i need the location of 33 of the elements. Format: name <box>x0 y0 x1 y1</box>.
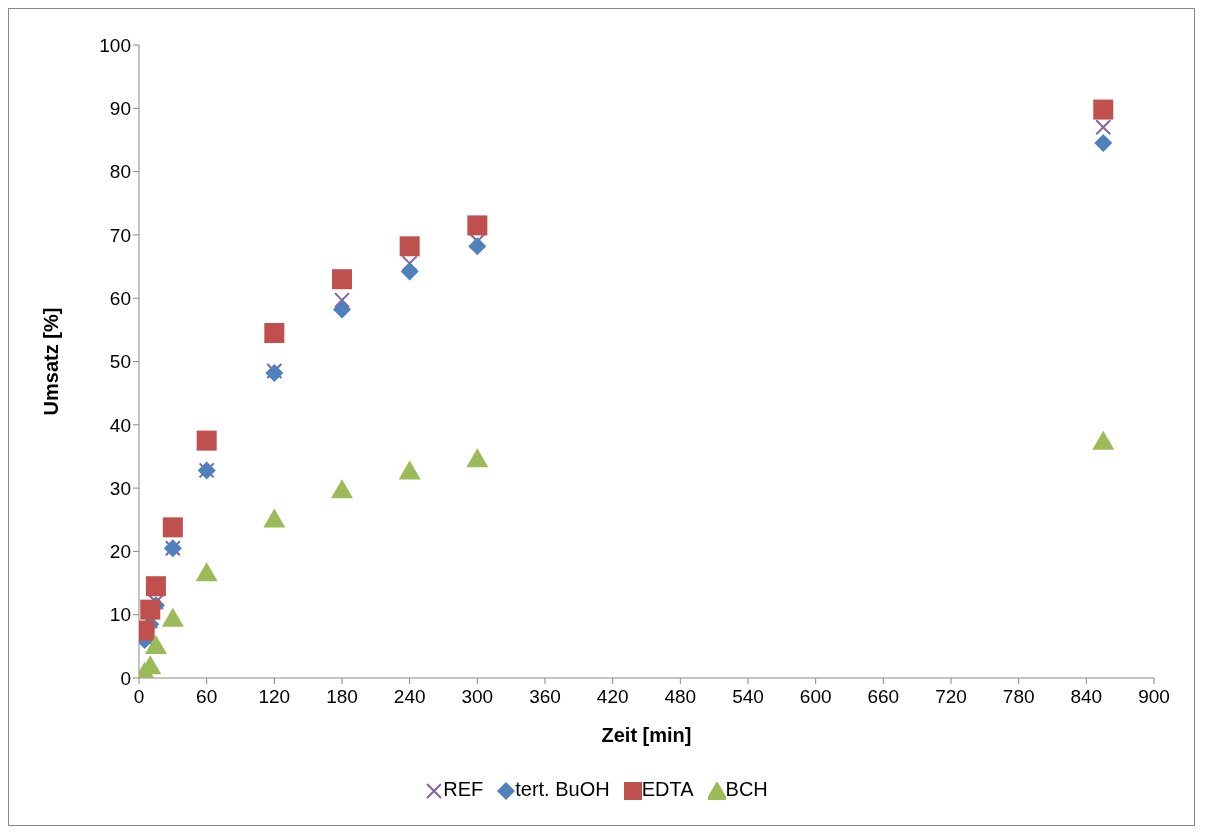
x-tick-label: 480 <box>664 686 697 708</box>
x-tick-label: 900 <box>1138 686 1170 708</box>
y-tick-label: 40 <box>109 414 131 436</box>
legend-label: BCH <box>724 778 768 801</box>
x-tick-label: 120 <box>258 686 291 708</box>
x-tick-label: 780 <box>1002 686 1035 708</box>
x-tick-label: 600 <box>799 686 832 708</box>
y-tick-label: 20 <box>109 541 131 563</box>
x-tick-label: 420 <box>596 686 629 708</box>
legend-label: EDTA <box>640 778 694 801</box>
x-tick-label: 300 <box>461 686 494 708</box>
y-tick-label: 10 <box>109 604 131 626</box>
x-tick-label: 360 <box>529 686 561 708</box>
y-tick-label: 60 <box>109 287 131 309</box>
x-tick-label: 660 <box>867 686 900 708</box>
y-tick-label: 90 <box>109 98 131 120</box>
y-axis-title: Umsatz [%] <box>40 307 63 416</box>
x-tick-label: 0 <box>133 686 145 708</box>
x-tick-label: 720 <box>935 686 967 708</box>
y-tick-label: 100 <box>99 34 131 56</box>
y-tick-label: 30 <box>109 477 131 499</box>
x-tick-label: 240 <box>393 686 426 708</box>
x-tick-label: 60 <box>196 686 218 708</box>
legend-label: tert. BuOH <box>514 778 610 801</box>
y-tick-label: 70 <box>109 224 131 246</box>
x-axis-title: Zeit [min] <box>601 724 692 747</box>
y-tick-label: 0 <box>120 667 131 689</box>
legend-label: REF <box>442 778 484 801</box>
y-tick-label: 80 <box>109 161 131 183</box>
x-tick-label: 840 <box>1070 686 1103 708</box>
x-tick-label: 180 <box>326 686 358 708</box>
x-tick-label: 540 <box>732 686 764 708</box>
y-tick-label: 50 <box>109 351 131 373</box>
